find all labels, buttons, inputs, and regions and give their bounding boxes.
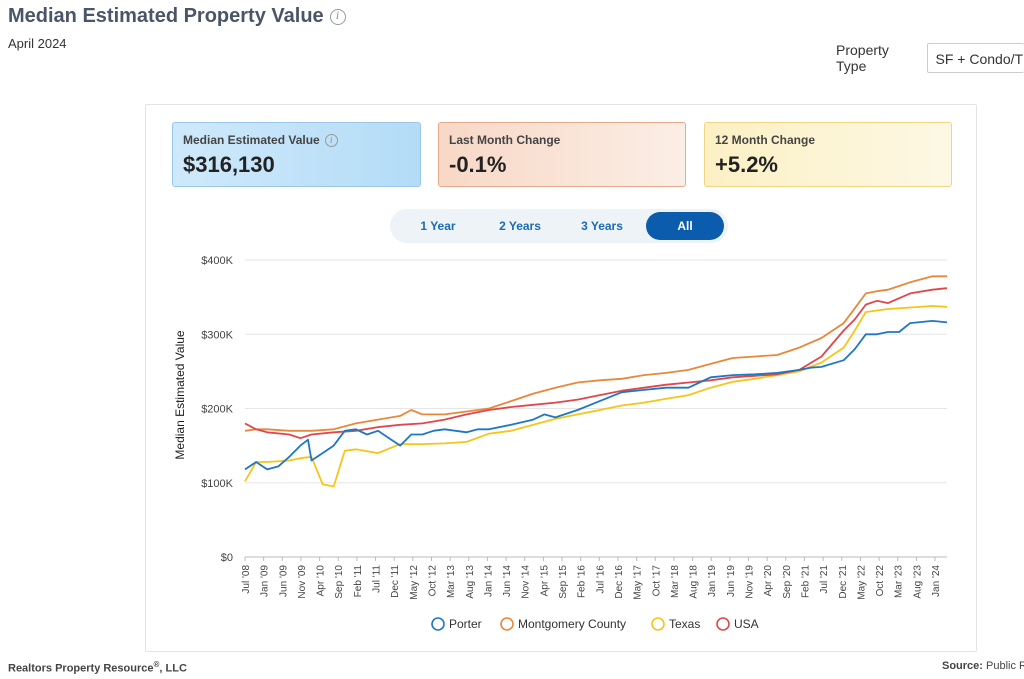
x-tick-label: Jul '21 (819, 565, 830, 594)
page-title: Median Estimated Property Value i (8, 5, 346, 28)
legend-item-texas[interactable]: Texas (651, 617, 700, 631)
x-tick-label: Jan '24 (931, 565, 942, 597)
twelve-month-change-card: 12 Month Change +5.2% (704, 122, 952, 187)
x-tick-label: Aug '23 (912, 565, 923, 599)
x-tick-label: Jul '08 (241, 565, 252, 594)
y-axis-ticks: $0 $100K $200K $300K $400K (201, 255, 233, 564)
legend-marker (500, 617, 514, 631)
tab-2-years[interactable]: 2 Years (499, 219, 541, 233)
y-tick-label: $100K (201, 478, 233, 490)
last-month-change-card: Last Month Change -0.1% (438, 122, 686, 187)
chart-grid (245, 259, 947, 558)
info-icon[interactable]: i (324, 133, 338, 147)
tab-3-years[interactable]: 3 Years (581, 219, 623, 233)
x-tick-label: Apr '15 (539, 565, 550, 597)
last-month-change-label: Last Month Change (449, 133, 561, 147)
legend-marker (651, 617, 665, 631)
x-axis-ticks: Jul '08 Jan '09 Jun '09 Nov '09 Apr '10 Sep '… (241, 557, 942, 600)
legend-label: Porter (449, 617, 482, 631)
x-tick-label: Mar '18 (670, 565, 681, 598)
x-tick-label: Oct '12 (427, 565, 438, 597)
median-value-amount: $316,130 (183, 152, 275, 177)
x-tick-label: Apr '20 (763, 565, 774, 597)
y-tick-label: $200K (201, 404, 233, 416)
legend-label: Montgomery County (518, 617, 626, 631)
property-type-select[interactable]: SF + Condo/TH (926, 43, 1024, 73)
y-tick-label: $300K (201, 329, 233, 341)
range-tabs: 1 Year 2 Years 3 Years All (390, 209, 728, 243)
tab-1-year[interactable]: 1 Year (420, 219, 456, 233)
legend-item-montgomery-county[interactable]: Montgomery County (500, 617, 626, 631)
x-tick-label: Jun '14 (502, 565, 513, 597)
series-line-montgomery-county[interactable] (244, 275, 947, 432)
x-tick-label: Jun '09 (278, 565, 289, 597)
x-tick-label: Feb '21 (800, 565, 811, 598)
footer-company: Realtors Property Resource (8, 662, 154, 675)
info-icon[interactable]: i (329, 8, 346, 25)
twelve-month-change-label: 12 Month Change (715, 133, 816, 147)
x-tick-label: Nov '19 (745, 565, 756, 599)
y-tick-label: $400K (201, 255, 233, 267)
x-tick-label: Dec '16 (614, 565, 625, 599)
page-title-text: Median Estimated Property Value (8, 5, 324, 27)
legend-item-usa[interactable]: USA (716, 617, 759, 631)
median-value-card-label: Median Estimated Value i (183, 133, 410, 147)
x-tick-label: Aug '13 (465, 565, 476, 599)
series-lines (244, 275, 948, 488)
x-tick-label: Feb '16 (577, 565, 588, 598)
series-line-porter[interactable] (244, 320, 948, 471)
x-tick-label: Jul '11 (372, 565, 383, 593)
line-chart: $0 $100K $200K $300K $400K Jul '08 Jan '09 Jun… (173, 255, 948, 631)
x-tick-label: Jan '19 (707, 565, 718, 597)
x-tick-label: Nov '14 (521, 565, 532, 599)
x-tick-label: May '22 (856, 565, 867, 600)
x-tick-label: Oct '17 (651, 565, 662, 597)
y-tick-label: $0 (221, 552, 233, 564)
x-tick-label: Sep '10 (334, 565, 345, 599)
property-type-label: Property Type (836, 42, 889, 74)
x-tick-label: Dec '21 (838, 565, 849, 599)
x-tick-label: Aug '18 (689, 565, 700, 599)
x-tick-label: Dec '11 (390, 565, 401, 598)
x-tick-label: Sep '20 (782, 565, 793, 599)
legend-marker (716, 617, 730, 631)
y-axis-label: Median Estimated Value (173, 330, 187, 460)
legend-marker (431, 617, 445, 631)
series-line-texas[interactable] (244, 305, 948, 488)
legend-item-porter[interactable]: Porter (431, 617, 482, 631)
footer-source-label: Source: (942, 660, 983, 672)
series-line-usa[interactable] (244, 287, 948, 440)
chart-legend: Porter Montgomery County Texas USA (431, 617, 759, 631)
x-tick-label: Jun '19 (726, 565, 737, 597)
twelve-month-change-value: +5.2% (715, 152, 778, 177)
footer-source-value: Public Re (986, 660, 1024, 672)
x-tick-label: May '12 (409, 565, 420, 600)
x-tick-label: Feb '11 (353, 565, 364, 598)
footer-source: Source: Public Re (942, 660, 1024, 672)
tab-all[interactable]: All (646, 212, 724, 240)
x-tick-label: Jan '09 (260, 565, 271, 597)
x-tick-label: Oct '22 (875, 565, 886, 597)
x-tick-label: Mar '13 (446, 565, 457, 598)
legend-label: Texas (669, 617, 700, 631)
x-tick-label: May '17 (633, 565, 644, 600)
median-value-card: Median Estimated Value i $316,130 (172, 122, 421, 187)
footer-company-suffix: , LLC (159, 662, 187, 675)
chart-panel: Median Estimated Value i $316,130 Last M… (145, 104, 977, 652)
x-tick-label: Jul '16 (595, 565, 606, 594)
x-tick-label: Sep '15 (558, 565, 569, 599)
x-tick-label: Jan '14 (483, 565, 494, 597)
x-tick-label: Mar '23 (894, 565, 905, 598)
x-tick-label: Apr '10 (316, 565, 327, 597)
footer-registered-mark: ® (153, 660, 160, 669)
x-tick-label: Nov '09 (297, 565, 308, 599)
footer-copyright: Realtors Property Resource®, LLC (8, 660, 187, 675)
median-value-label-text: Median Estimated Value (183, 133, 320, 147)
last-month-change-value: -0.1% (449, 152, 507, 177)
property-type-filter: Property Type SF + Condo/TH (836, 42, 1024, 74)
legend-label: USA (734, 617, 759, 631)
date-subtitle: April 2024 (8, 36, 67, 51)
